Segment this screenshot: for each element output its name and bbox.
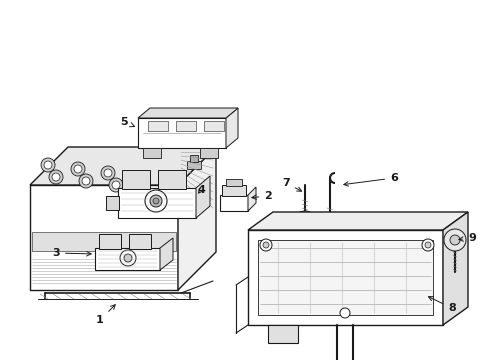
Circle shape — [71, 162, 85, 176]
Circle shape — [325, 265, 335, 275]
Circle shape — [425, 242, 431, 248]
Polygon shape — [138, 108, 238, 118]
Polygon shape — [226, 108, 238, 148]
Polygon shape — [443, 212, 468, 325]
Circle shape — [260, 239, 272, 251]
Circle shape — [74, 165, 82, 173]
Circle shape — [79, 174, 93, 188]
Bar — [122, 170, 150, 189]
Bar — [222, 185, 246, 196]
Bar — [200, 148, 218, 158]
Circle shape — [299, 217, 311, 229]
Text: 5: 5 — [121, 117, 134, 127]
Bar — [30, 185, 178, 290]
Bar — [248, 230, 443, 325]
Text: 7: 7 — [282, 178, 301, 191]
Text: 1: 1 — [96, 305, 115, 325]
Circle shape — [82, 177, 90, 185]
Bar — [204, 121, 224, 131]
Circle shape — [104, 169, 112, 177]
Bar — [106, 196, 119, 210]
Polygon shape — [248, 212, 468, 230]
Bar — [143, 148, 161, 158]
Text: 4: 4 — [197, 185, 205, 195]
Polygon shape — [178, 147, 216, 290]
Circle shape — [422, 239, 434, 251]
Polygon shape — [370, 250, 380, 280]
Bar — [148, 121, 168, 131]
Circle shape — [340, 308, 350, 318]
Circle shape — [52, 173, 60, 181]
Text: 6: 6 — [344, 173, 398, 186]
Bar — [190, 155, 198, 162]
Circle shape — [41, 158, 55, 172]
Polygon shape — [160, 238, 173, 270]
Bar — [32, 232, 176, 251]
Circle shape — [444, 229, 466, 251]
Text: 2: 2 — [252, 191, 272, 201]
Bar — [226, 179, 242, 186]
Circle shape — [124, 254, 132, 262]
Polygon shape — [30, 147, 216, 185]
Circle shape — [153, 198, 159, 204]
Circle shape — [145, 190, 167, 212]
Bar — [138, 118, 226, 148]
Circle shape — [44, 161, 52, 169]
Text: 3: 3 — [52, 248, 91, 258]
Circle shape — [49, 170, 63, 184]
Bar — [220, 195, 248, 211]
Circle shape — [150, 195, 162, 207]
Bar — [258, 240, 433, 315]
Bar — [129, 234, 151, 249]
Polygon shape — [292, 258, 370, 293]
Bar — [187, 161, 201, 169]
Text: 8: 8 — [428, 297, 456, 313]
Circle shape — [293, 211, 317, 235]
Circle shape — [263, 242, 269, 248]
Circle shape — [109, 178, 123, 192]
Text: 9: 9 — [459, 233, 476, 243]
Polygon shape — [196, 176, 210, 218]
Bar — [95, 248, 160, 270]
Circle shape — [112, 181, 120, 189]
Polygon shape — [248, 187, 256, 211]
Circle shape — [450, 235, 460, 245]
Bar — [99, 234, 121, 249]
Polygon shape — [268, 325, 298, 343]
Circle shape — [120, 250, 136, 266]
Bar — [118, 188, 196, 218]
Bar — [158, 170, 186, 189]
Bar — [176, 121, 196, 131]
Circle shape — [101, 166, 115, 180]
